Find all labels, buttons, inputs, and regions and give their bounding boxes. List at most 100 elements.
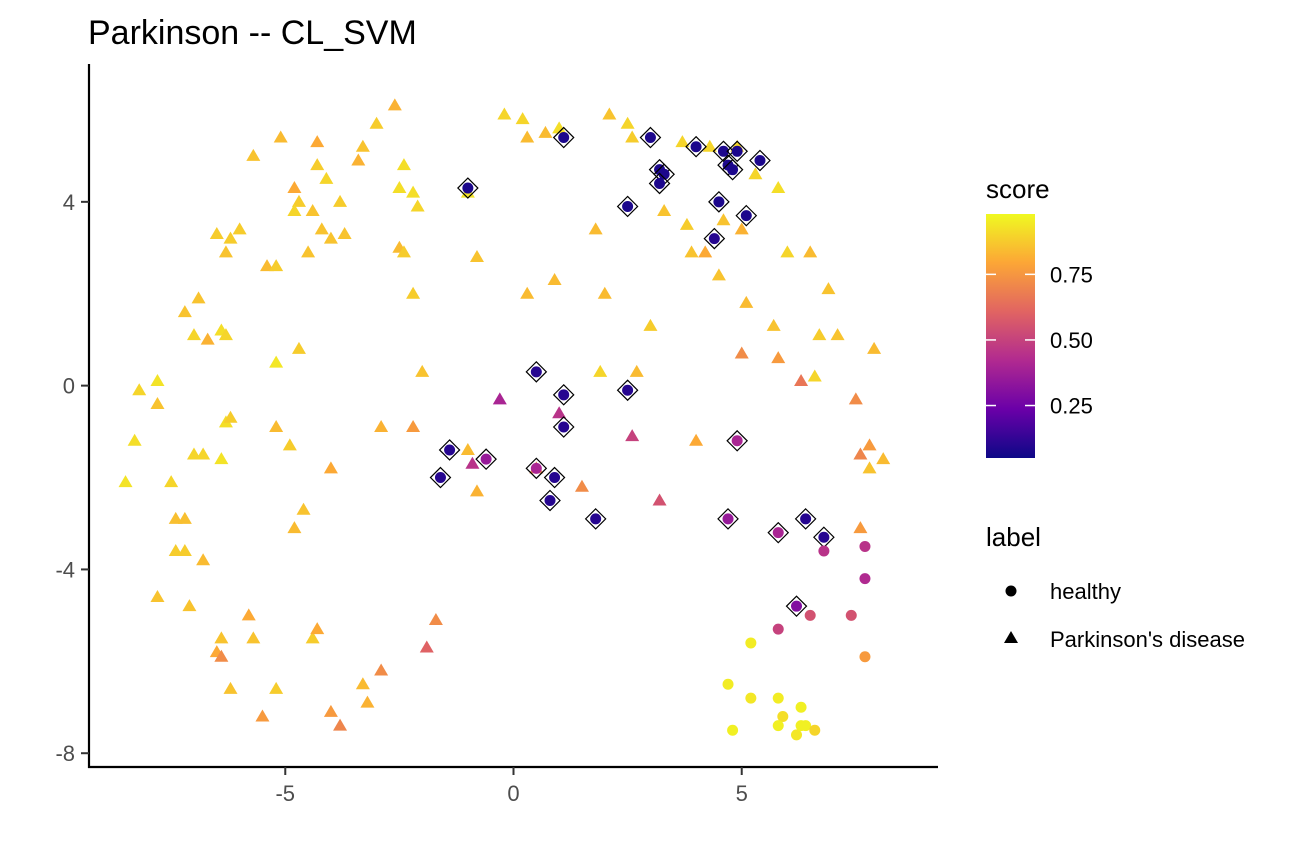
- x-tick-label: -5: [275, 781, 295, 806]
- point-parkinsons: [269, 355, 284, 368]
- point-healthy: [772, 623, 784, 635]
- point-parkinsons: [273, 130, 288, 143]
- point-parkinsons: [118, 475, 133, 488]
- point-healthy: [859, 540, 871, 552]
- highlight-diamond: [703, 227, 726, 250]
- point-parkinsons: [196, 553, 211, 566]
- point-parkinsons: [862, 438, 877, 451]
- highlight-diamond: [648, 172, 671, 195]
- point-healthy: [772, 527, 784, 539]
- point-parkinsons: [734, 346, 749, 359]
- point-parkinsons: [406, 419, 421, 432]
- point-parkinsons: [269, 681, 284, 694]
- point-parkinsons: [269, 419, 284, 432]
- colorbar-label: 0.25: [1050, 394, 1093, 419]
- point-parkinsons: [186, 328, 201, 341]
- x-ticks: -5 0 5: [275, 767, 748, 806]
- point-parkinsons: [168, 511, 183, 524]
- point-parkinsons: [766, 318, 781, 331]
- point-parkinsons: [191, 291, 206, 304]
- point-healthy: [859, 573, 871, 585]
- point-parkinsons: [214, 649, 229, 662]
- point-parkinsons: [419, 640, 434, 653]
- point-parkinsons: [182, 599, 197, 612]
- point-healthy: [590, 513, 602, 525]
- label-legend-title: label: [986, 522, 1041, 552]
- point-parkinsons: [465, 456, 480, 469]
- point-healthy: [717, 145, 729, 157]
- point-healthy: [530, 366, 542, 378]
- point-healthy: [727, 724, 739, 736]
- point-parkinsons: [657, 204, 672, 217]
- point-parkinsons: [218, 245, 233, 258]
- point-parkinsons: [593, 364, 608, 377]
- point-healthy: [622, 200, 634, 212]
- point-parkinsons: [396, 245, 411, 258]
- point-healthy: [818, 531, 830, 543]
- score-legend: score 0.25 0.50 0.75: [986, 174, 1093, 458]
- highlight-diamond: [616, 379, 639, 402]
- point-healthy: [772, 720, 784, 732]
- point-parkinsons: [396, 158, 411, 171]
- point-healthy: [731, 435, 743, 447]
- highlight-diamond: [717, 508, 739, 530]
- colorbar-label: 0.50: [1050, 328, 1093, 353]
- point-parkinsons: [214, 631, 229, 644]
- point-parkinsons: [168, 544, 183, 557]
- point-parkinsons: [369, 116, 384, 129]
- point-parkinsons: [771, 351, 786, 364]
- point-parkinsons: [574, 479, 589, 492]
- legend-triangle-icon: [1004, 631, 1018, 643]
- y-tick-label: 0: [63, 374, 75, 399]
- highlight-diamond: [429, 466, 452, 489]
- highlight-diamond: [767, 521, 790, 544]
- point-parkinsons: [702, 139, 717, 152]
- chart-title: Parkinson -- CL_SVM: [88, 14, 417, 52]
- point-healthy: [644, 132, 656, 144]
- point-parkinsons: [588, 222, 603, 235]
- point-parkinsons: [374, 419, 389, 432]
- point-parkinsons: [392, 181, 407, 194]
- x-tick-label: 5: [736, 781, 748, 806]
- point-healthy: [740, 210, 752, 222]
- highlight-diamond: [735, 204, 758, 227]
- point-parkinsons: [319, 171, 334, 184]
- x-tick-label: 0: [507, 781, 519, 806]
- point-healthy: [708, 233, 720, 245]
- point-parkinsons: [223, 410, 238, 423]
- point-parkinsons: [323, 704, 338, 717]
- highlight-diamond: [685, 135, 707, 158]
- highlight-diamond: [785, 595, 808, 618]
- point-healthy: [654, 177, 666, 189]
- point-parkinsons: [876, 452, 891, 465]
- point-parkinsons: [287, 204, 302, 217]
- point-parkinsons: [406, 185, 421, 198]
- point-parkinsons: [602, 107, 617, 120]
- point-parkinsons: [812, 328, 827, 341]
- point-parkinsons: [164, 475, 179, 488]
- point-parkinsons: [415, 364, 430, 377]
- point-parkinsons: [410, 199, 425, 212]
- point-parkinsons: [803, 245, 818, 258]
- point-healthy: [791, 729, 802, 741]
- highlight-diamond: [616, 195, 639, 218]
- point-parkinsons: [625, 130, 640, 143]
- point-parkinsons: [620, 116, 635, 129]
- point-parkinsons: [186, 447, 201, 460]
- point-healthy: [690, 141, 702, 153]
- point-parkinsons: [848, 392, 863, 405]
- point-parkinsons: [132, 383, 147, 396]
- point-healthy: [795, 701, 807, 713]
- point-parkinsons: [150, 397, 165, 410]
- point-healthy: [845, 609, 857, 621]
- point-parkinsons: [684, 245, 699, 258]
- highlight-diamond: [475, 448, 497, 470]
- point-parkinsons: [127, 433, 142, 446]
- point-parkinsons: [296, 502, 311, 515]
- point-parkinsons: [223, 231, 238, 244]
- point-parkinsons: [689, 433, 704, 446]
- point-parkinsons: [196, 447, 211, 460]
- point-healthy: [480, 453, 492, 465]
- point-parkinsons: [771, 181, 786, 194]
- point-parkinsons: [337, 227, 352, 240]
